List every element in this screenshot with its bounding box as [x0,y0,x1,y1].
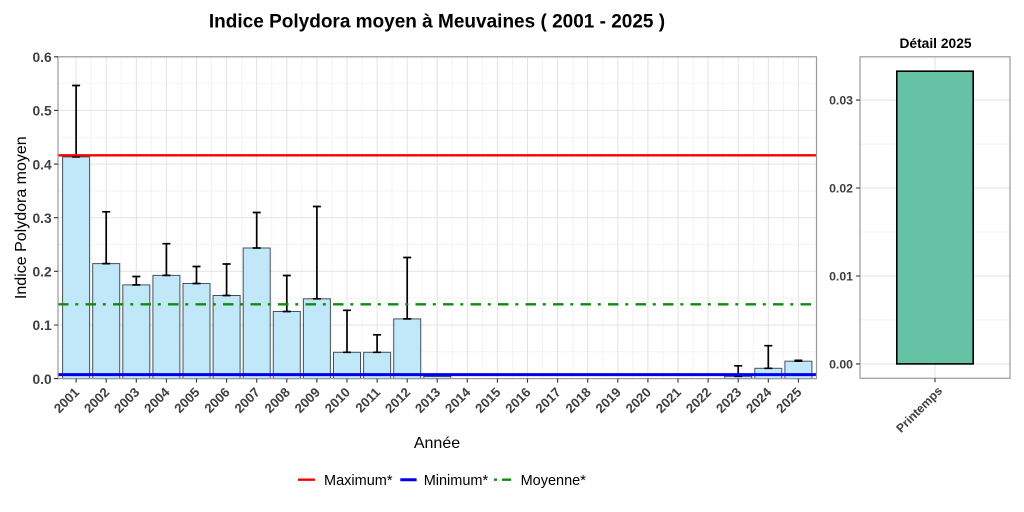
svg-text:0.03: 0.03 [829,94,853,108]
svg-text:0.02: 0.02 [829,181,853,195]
svg-text:0.2: 0.2 [33,265,53,280]
svg-text:0.00: 0.00 [829,357,853,371]
svg-text:0.5: 0.5 [33,104,53,119]
svg-text:Maximum*: Maximum* [324,473,393,489]
svg-text:Minimum*: Minimum* [424,473,489,489]
svg-text:0.01: 0.01 [829,269,853,283]
svg-text:0.6: 0.6 [33,50,53,65]
svg-text:Année: Année [414,435,460,452]
svg-text:Indice Polydora moyen à Meuvai: Indice Polydora moyen à Meuvaines ( 2001… [209,11,665,32]
svg-text:0.1: 0.1 [33,318,53,333]
svg-text:0.4: 0.4 [33,157,53,172]
svg-text:0.3: 0.3 [33,211,53,226]
svg-text:Indice Polydora moyen: Indice Polydora moyen [13,136,30,299]
svg-text:0.0: 0.0 [33,372,53,387]
svg-text:Détail 2025: Détail 2025 [899,36,971,51]
svg-text:Moyenne*: Moyenne* [521,473,587,489]
